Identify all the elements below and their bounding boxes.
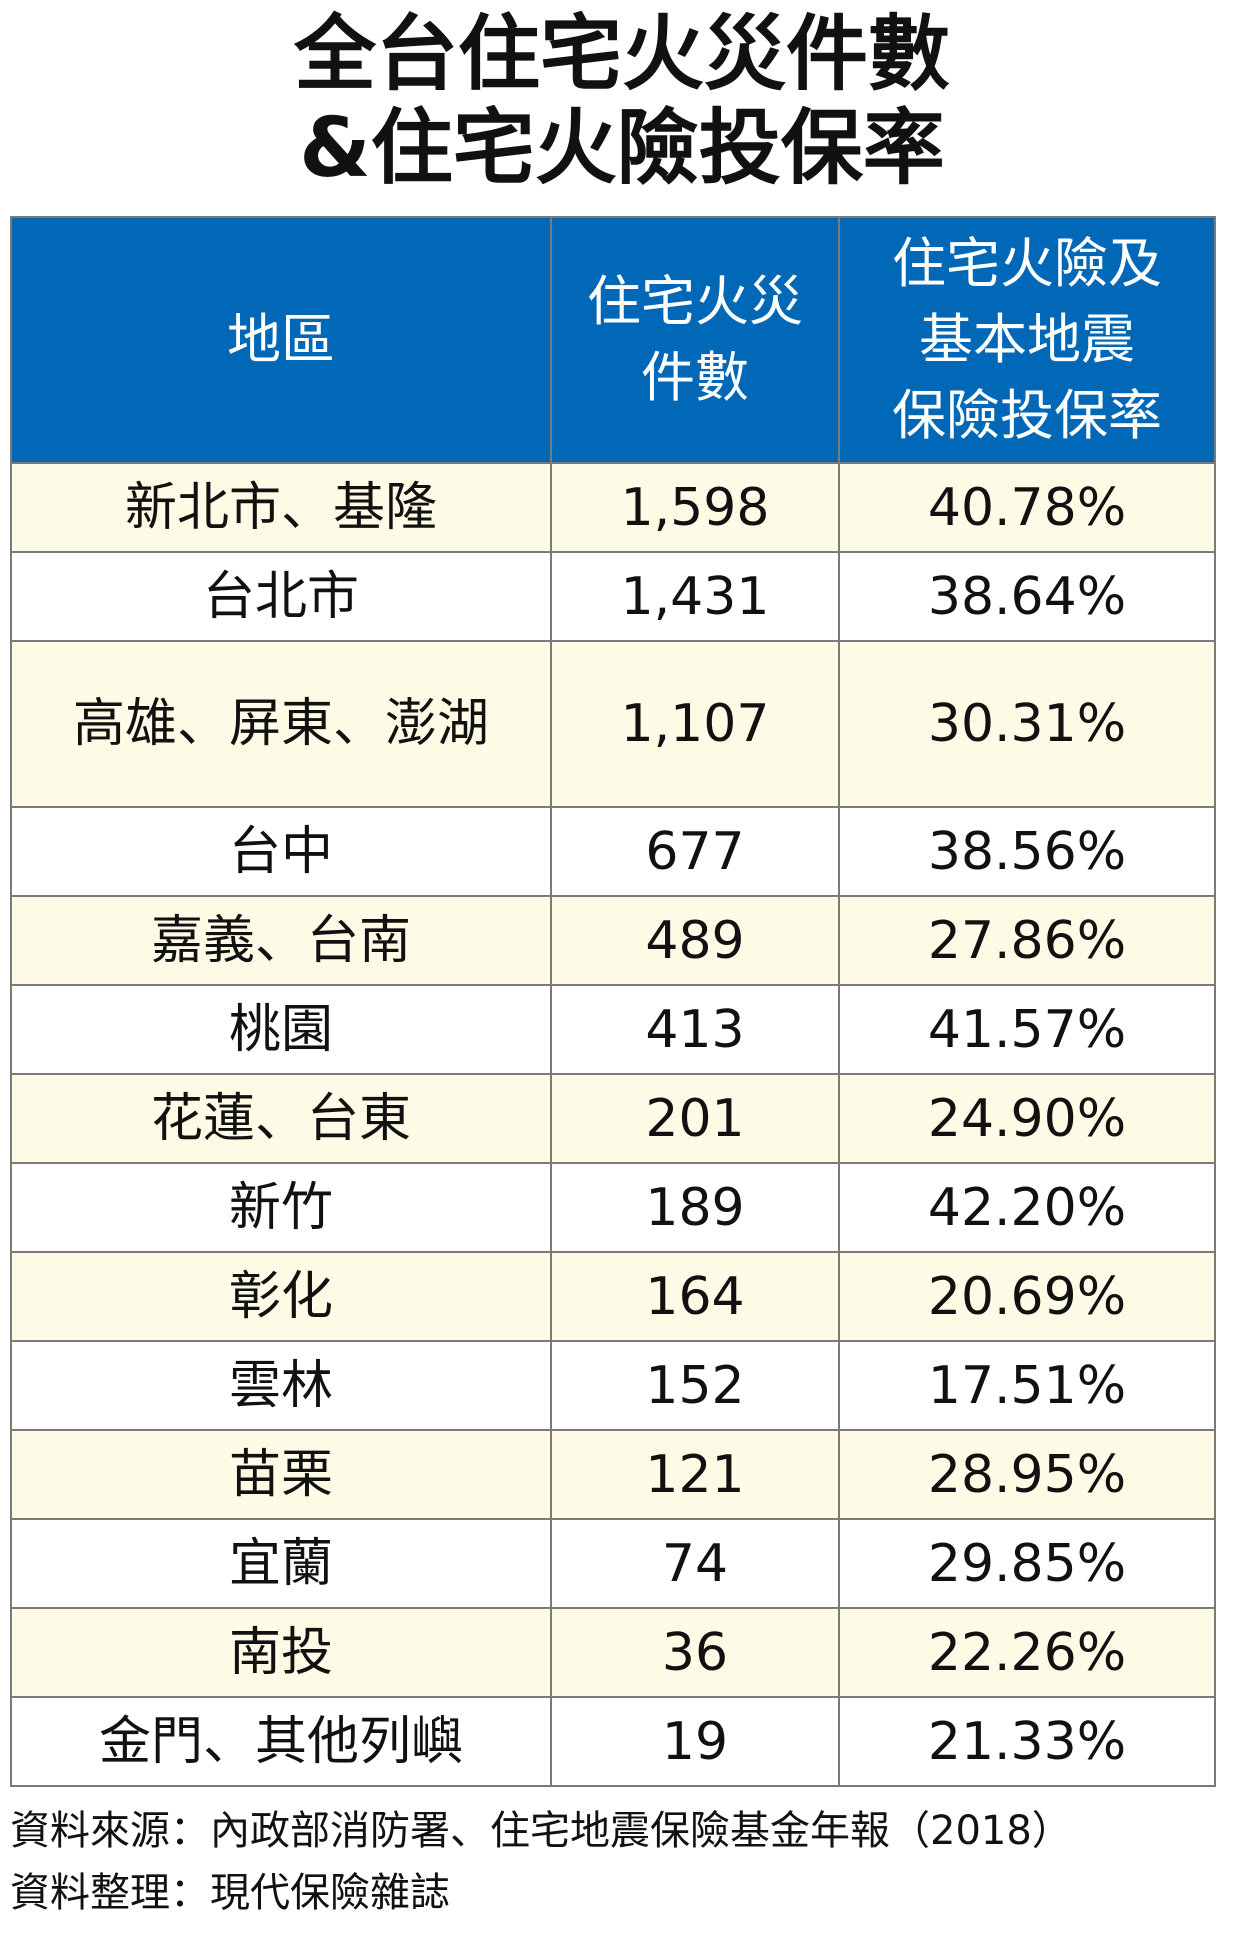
fires-cell: 1,598 xyxy=(550,462,840,553)
region-cell: 彰化 xyxy=(10,1251,552,1342)
fires-cell: 489 xyxy=(550,895,840,986)
region-cell: 花蓮、台東 xyxy=(10,1073,552,1164)
table-row: 苗栗 121 28.95% xyxy=(10,1429,1216,1520)
region-cell: 新北市、基隆 xyxy=(10,462,552,553)
table-row: 新竹 189 42.20% xyxy=(10,1162,1216,1253)
rate-cell: 41.57% xyxy=(838,984,1216,1075)
compiled-by-line: 資料整理：現代保險雜誌 xyxy=(10,1870,450,1916)
header-fires-line-1: 住宅火災 xyxy=(587,270,803,333)
region-cell: 宜蘭 xyxy=(10,1518,552,1609)
region-cell: 金門、其他列嶼 xyxy=(10,1696,552,1787)
table-row: 嘉義、台南 489 27.86% xyxy=(10,895,1216,986)
rate-cell: 30.31% xyxy=(838,640,1216,808)
fires-cell: 1,107 xyxy=(550,640,840,808)
table-row: 花蓮、台東 201 24.90% xyxy=(10,1073,1216,1164)
fires-cell: 677 xyxy=(550,806,840,897)
region-cell: 苗栗 xyxy=(10,1429,552,1520)
table-row: 宜蘭 74 29.85% xyxy=(10,1518,1216,1609)
fires-cell: 413 xyxy=(550,984,840,1075)
header-fires: 住宅火災 件數 xyxy=(550,216,840,464)
fires-cell: 19 xyxy=(550,1696,840,1787)
source-line: 資料來源：內政部消防署、住宅地震保險基金年報（2018） xyxy=(10,1808,1072,1854)
header-region-label: 地區 xyxy=(227,308,335,371)
table-row: 台中 677 38.56% xyxy=(10,806,1216,897)
rate-cell: 17.51% xyxy=(838,1340,1216,1431)
table-row: 彰化 164 20.69% xyxy=(10,1251,1216,1342)
table-row: 雲林 152 17.51% xyxy=(10,1340,1216,1431)
rate-cell: 22.26% xyxy=(838,1607,1216,1698)
fires-cell: 152 xyxy=(550,1340,840,1431)
table-row: 新北市、基隆 1,598 40.78% xyxy=(10,462,1216,553)
region-cell: 台北市 xyxy=(10,551,552,642)
rate-cell: 40.78% xyxy=(838,462,1216,553)
header-rate: 住宅火險及 基本地震 保險投保率 xyxy=(838,216,1216,464)
region-cell: 嘉義、台南 xyxy=(10,895,552,986)
table-row: 高雄、屏東、澎湖 1,107 30.31% xyxy=(10,640,1216,808)
header-region: 地區 xyxy=(10,216,552,464)
region-cell: 南投 xyxy=(10,1607,552,1698)
chart-title-line-2: &住宅火險投保率 xyxy=(299,101,945,196)
rate-cell: 27.86% xyxy=(838,895,1216,986)
header-fires-line-2: 件數 xyxy=(641,346,749,409)
region-cell: 桃園 xyxy=(10,984,552,1075)
fires-cell: 201 xyxy=(550,1073,840,1164)
rate-cell: 38.64% xyxy=(838,551,1216,642)
rate-cell: 28.95% xyxy=(838,1429,1216,1520)
header-rate-line-3: 保險投保率 xyxy=(892,384,1162,447)
region-cell: 新竹 xyxy=(10,1162,552,1253)
fires-cell: 164 xyxy=(550,1251,840,1342)
fires-cell: 74 xyxy=(550,1518,840,1609)
region-cell: 雲林 xyxy=(10,1340,552,1431)
table-header: 地區 住宅火災 件數 住宅火險及 基本地震 保險投保率 xyxy=(10,216,1216,464)
header-rate-line-2: 基本地震 xyxy=(919,308,1135,371)
header-row: 地區 住宅火災 件數 住宅火險及 基本地震 保險投保率 xyxy=(10,216,1216,464)
region-cell: 台中 xyxy=(10,806,552,897)
table-row: 南投 36 22.26% xyxy=(10,1607,1216,1698)
rate-cell: 20.69% xyxy=(838,1251,1216,1342)
data-table: 地區 住宅火災 件數 住宅火險及 基本地震 保險投保率 新北市、基隆 1,598… xyxy=(10,216,1216,1787)
fires-cell: 36 xyxy=(550,1607,840,1698)
table-body: 新北市、基隆 1,598 40.78% 台北市 1,431 38.64% 高雄、… xyxy=(10,462,1216,1787)
region-cell: 高雄、屏東、澎湖 xyxy=(10,640,552,808)
chart-title-line-1: 全台住宅火災件數 xyxy=(293,7,950,102)
table-row: 台北市 1,431 38.64% xyxy=(10,551,1216,642)
fires-cell: 1,431 xyxy=(550,551,840,642)
rate-cell: 21.33% xyxy=(838,1696,1216,1787)
rate-cell: 38.56% xyxy=(838,806,1216,897)
fires-cell: 189 xyxy=(550,1162,840,1253)
source-note: 資料來源：內政部消防署、住宅地震保險基金年報（2018） 資料整理：現代保險雜誌 xyxy=(10,1800,1234,1924)
table-row: 桃園 413 41.57% xyxy=(10,984,1216,1075)
chart-title: 全台住宅火災件數 &住宅火險投保率 xyxy=(0,8,1244,196)
rate-cell: 29.85% xyxy=(838,1518,1216,1609)
table-row: 金門、其他列嶼 19 21.33% xyxy=(10,1696,1216,1787)
rate-cell: 42.20% xyxy=(838,1162,1216,1253)
header-rate-line-1: 住宅火險及 xyxy=(892,232,1162,295)
rate-cell: 24.90% xyxy=(838,1073,1216,1164)
fires-cell: 121 xyxy=(550,1429,840,1520)
